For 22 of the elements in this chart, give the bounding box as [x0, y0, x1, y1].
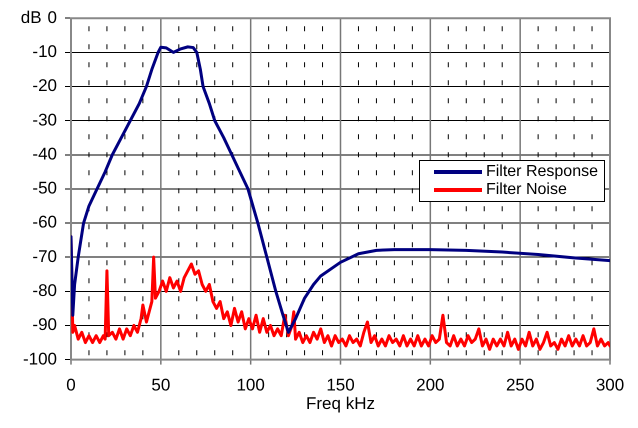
legend-label: Filter Response — [486, 163, 598, 181]
legend-label: Filter Noise — [486, 181, 567, 199]
y-tick-label: 0 — [48, 8, 57, 27]
x-tick-label: 300 — [596, 375, 624, 394]
x-tick-label: 0 — [66, 375, 76, 394]
y-tick-label: -10 — [32, 42, 57, 62]
x-tick-label: 200 — [416, 375, 445, 394]
y-tick-label: -20 — [32, 76, 57, 96]
y-tick-label: -70 — [32, 246, 57, 266]
x-axis-title: Freq kHz — [306, 394, 375, 413]
x-tick-label: 100 — [236, 375, 265, 394]
y-tick-label: -40 — [32, 144, 57, 164]
y-tick-label: -80 — [32, 281, 57, 300]
y-tick-label: -30 — [32, 110, 57, 130]
x-tick-label: 50 — [151, 375, 170, 394]
y-tick-label: -60 — [32, 212, 57, 232]
x-tick-label: 150 — [326, 375, 355, 394]
y-axis-title: dB — [20, 8, 42, 27]
y-tick-label: -90 — [32, 315, 57, 334]
x-tick-label: 250 — [506, 375, 534, 394]
y-tick-label: -50 — [32, 178, 57, 198]
y-tick-label: -100 — [22, 349, 57, 368]
